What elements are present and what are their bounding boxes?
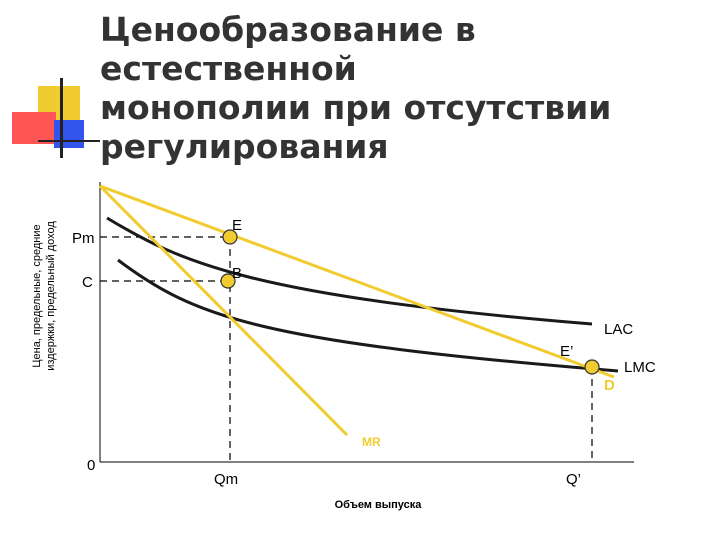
lmc-curve bbox=[117, 258, 619, 373]
curve-label-d: D bbox=[604, 377, 615, 394]
point-e-prime bbox=[584, 359, 600, 375]
curve-label-lmc: LMC bbox=[624, 359, 656, 376]
decor-blue-square bbox=[54, 120, 84, 148]
point-b bbox=[220, 273, 236, 289]
point-label-e-prime: E’ bbox=[560, 343, 573, 360]
slide-title: Ценообразование в естественной монополии… bbox=[100, 10, 612, 166]
demand-curve bbox=[99, 184, 615, 379]
price-label-pm: Pm bbox=[72, 230, 95, 247]
origin-label: 0 bbox=[87, 457, 95, 474]
quantity-label-qm: Qm bbox=[214, 471, 238, 488]
decor-red-square bbox=[12, 112, 56, 144]
marginal-revenue-curve bbox=[98, 184, 349, 437]
lac-curve bbox=[106, 216, 593, 326]
curve-label-lac: LAC bbox=[604, 321, 633, 338]
x-axis-label: Объем выпуска bbox=[335, 499, 423, 511]
y-axis-label-line1: Цена, предельные, средние bbox=[31, 224, 43, 367]
price-label-c: C bbox=[82, 274, 93, 291]
point-e bbox=[222, 229, 238, 245]
point-label-b: B bbox=[232, 265, 242, 282]
decor-vertical-line bbox=[60, 78, 63, 158]
curve-label-mr: MR bbox=[362, 435, 381, 449]
decor-horizontal-line bbox=[38, 140, 100, 142]
point-label-e: E bbox=[232, 217, 242, 234]
y-axis-label-line2: издержки, предельный доход bbox=[45, 221, 57, 371]
quantity-label-q-prime: Q’ bbox=[566, 471, 581, 488]
